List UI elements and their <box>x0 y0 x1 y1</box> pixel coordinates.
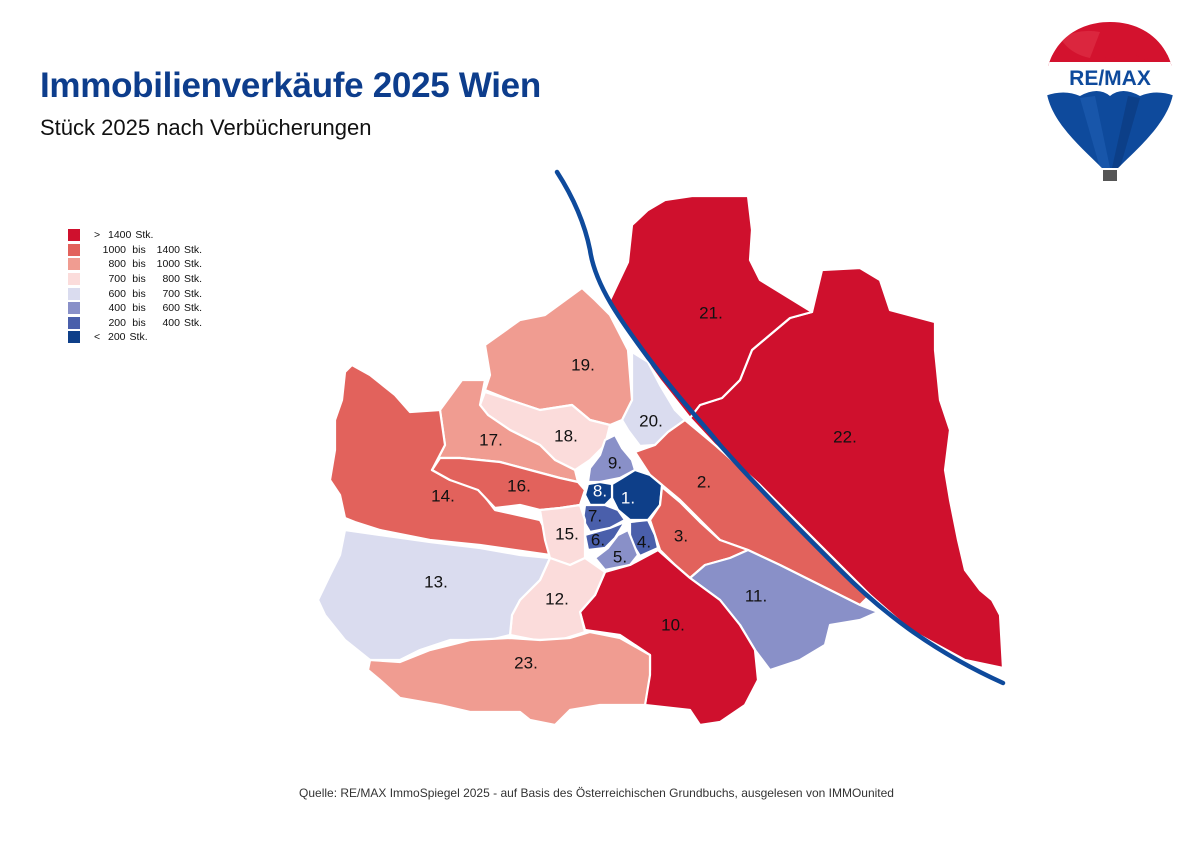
district-label-22: 22. <box>833 427 857 446</box>
district-label-5: 5. <box>613 547 627 566</box>
legend-swatch <box>68 243 80 256</box>
legend-item: > 1400 Stk. <box>68 228 202 243</box>
district-15 <box>538 503 587 567</box>
district-label-19: 19. <box>571 355 595 374</box>
legend-from: 800 <box>108 258 126 271</box>
district-label-13: 13. <box>424 572 448 591</box>
district-label-3: 3. <box>674 526 688 545</box>
legend-unit: Stk. <box>135 229 154 242</box>
district-label-1: 1. <box>621 488 635 507</box>
page-subtitle: Stück 2025 nach Verbücherungen <box>40 115 372 140</box>
legend-item: 800 bis 1000 Stk. <box>68 257 202 272</box>
district-label-21: 21. <box>699 303 723 322</box>
district-16 <box>430 456 587 512</box>
district-8 <box>583 480 614 507</box>
legend-item: < 200 Stk. <box>68 330 202 345</box>
legend-bis: bis <box>132 287 146 300</box>
district-label-23: 23. <box>514 653 538 672</box>
district-label-6: 6. <box>591 530 605 549</box>
district-23[interactable] <box>366 630 652 727</box>
remax-logo-text: RE/MAX <box>1069 67 1151 90</box>
legend-bis: bis <box>132 273 146 286</box>
legend-unit: Stk. <box>129 331 148 344</box>
district-label-16: 16. <box>507 476 531 495</box>
district-label-18: 18. <box>554 426 578 445</box>
legend-to: 600 <box>162 302 180 315</box>
legend-unit: Stk. <box>184 316 203 329</box>
legend-swatch <box>68 273 80 286</box>
district-label-4: 4. <box>637 532 651 551</box>
legend-to: 800 <box>162 273 180 286</box>
legend-swatch <box>68 287 80 300</box>
legend-unit: Stk. <box>184 287 203 300</box>
legend-operator: > <box>94 229 101 242</box>
legend-from: 700 <box>108 273 126 286</box>
legend-item: 400 bis 600 Stk. <box>68 301 202 316</box>
legend-from: 200 <box>108 316 126 329</box>
legend-bis: bis <box>132 316 146 329</box>
district-5 <box>593 528 640 572</box>
legend-unit: Stk. <box>184 302 203 315</box>
source-note: Quelle: RE/MAX ImmoSpiegel 2025 - auf Ba… <box>299 786 894 800</box>
district-label-8: 8. <box>593 481 607 500</box>
legend-to: 1000 <box>156 258 180 271</box>
legend-to: 1400 <box>156 243 180 256</box>
district-label-10: 10. <box>661 615 685 634</box>
legend-unit: Stk. <box>184 243 203 256</box>
legend-unit: Stk. <box>184 273 203 286</box>
legend-swatch <box>68 316 80 329</box>
legend-bis: bis <box>132 302 146 315</box>
legend-item: 700 bis 800 Stk. <box>68 272 202 287</box>
legend-swatch <box>68 331 80 344</box>
remax-balloon-logo: RE/MAX <box>1046 22 1174 181</box>
legend: > 1400 Stk. 1000 bis 1400 Stk. 800 bis 1… <box>68 228 202 345</box>
legend-bis: bis <box>132 243 146 256</box>
district-21[interactable] <box>608 194 814 420</box>
legend-unit: Stk. <box>184 258 203 271</box>
legend-to: 400 <box>162 316 180 329</box>
district-10[interactable] <box>578 548 760 727</box>
legend-item: 200 bis 400 Stk. <box>68 316 202 331</box>
district-label-9: 9. <box>608 453 622 472</box>
legend-from: 200 <box>108 331 126 344</box>
district-label-17: 17. <box>479 430 503 449</box>
legend-operator: < <box>94 331 101 344</box>
legend-item: 1000 bis 1400 Stk. <box>68 243 202 258</box>
legend-item: 600 bis 700 Stk. <box>68 286 202 301</box>
district-label-14: 14. <box>431 486 455 505</box>
district-label-7: 7. <box>588 506 602 525</box>
district-label-15: 15. <box>555 524 579 543</box>
legend-swatch <box>68 258 80 271</box>
legend-bis: bis <box>132 258 146 271</box>
district-label-20: 20. <box>639 411 663 430</box>
danube-river <box>554 169 1006 686</box>
district-label-12: 12. <box>545 589 569 608</box>
legend-from: 600 <box>108 287 126 300</box>
district-label-11: 11. <box>745 586 767 605</box>
page-title: Immobilienverkäufe 2025 Wien <box>40 66 541 105</box>
legend-from: 400 <box>108 302 126 315</box>
legend-from: 1400 <box>108 229 132 242</box>
legend-to: 700 <box>162 287 180 300</box>
legend-swatch <box>68 229 80 242</box>
legend-swatch <box>68 302 80 315</box>
district-label-2: 2. <box>697 472 711 491</box>
legend-from: 1000 <box>102 243 126 256</box>
